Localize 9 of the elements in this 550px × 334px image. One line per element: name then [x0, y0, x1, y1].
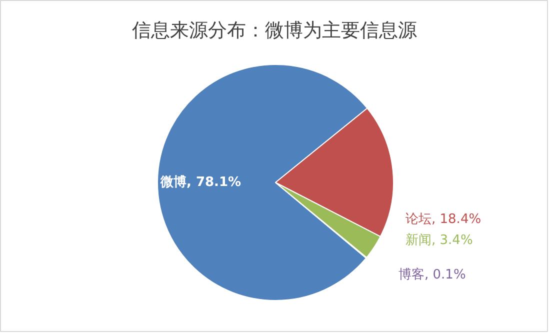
slice-label: 博客 [398, 266, 424, 282]
data-label: , 3.4% [432, 233, 473, 248]
slice-label: 新闻 [406, 233, 432, 248]
data-label: , 78.1% [186, 175, 242, 190]
data-label: , 18.4% [432, 212, 482, 227]
slice-label: 微博 [160, 174, 186, 190]
data-label: , 0.1% [424, 267, 466, 282]
chart-title: 信息来源分布：微博为主要信息源 [132, 20, 417, 42]
slice-label: 论坛 [406, 212, 432, 227]
